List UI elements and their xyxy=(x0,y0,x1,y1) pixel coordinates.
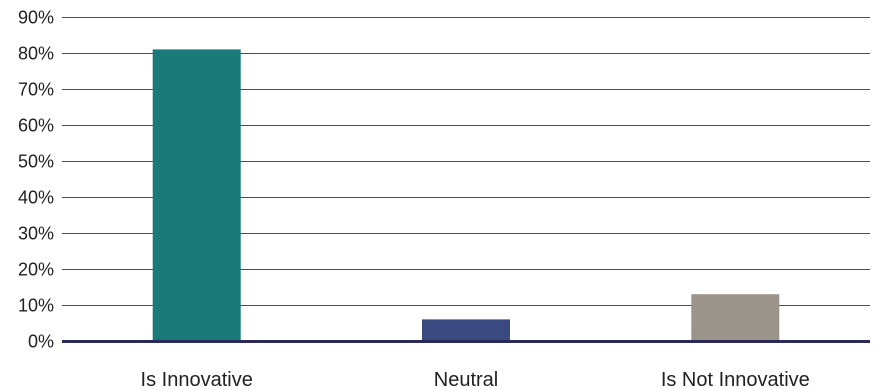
bars xyxy=(152,49,780,342)
y-tick-label: 40% xyxy=(18,188,54,208)
y-tick-label: 0% xyxy=(28,332,54,352)
y-tick-label: 20% xyxy=(18,260,54,280)
bar-is-not-innovative xyxy=(691,294,780,341)
x-category-label: Is Innovative xyxy=(141,369,253,389)
y-axis-tick-labels: 0% 10% 20% 30% 40% 50% 60% 70% 80% 90% xyxy=(18,8,54,352)
y-tick-label: 80% xyxy=(18,44,54,64)
y-tick-label: 60% xyxy=(18,116,54,136)
bar-neutral xyxy=(422,319,510,341)
y-tick-label: 50% xyxy=(18,152,54,172)
y-tick-label: 90% xyxy=(18,8,54,28)
x-category-label: Is Not Innovative xyxy=(661,369,810,389)
y-tick-label: 10% xyxy=(18,296,54,316)
y-tick-label: 30% xyxy=(18,224,54,244)
bar-is-innovative xyxy=(152,49,241,342)
x-axis-category-labels: Is Innovative Neutral Is Not Innovative xyxy=(141,369,810,389)
y-tick-label: 70% xyxy=(18,80,54,100)
x-category-label: Neutral xyxy=(434,369,498,389)
